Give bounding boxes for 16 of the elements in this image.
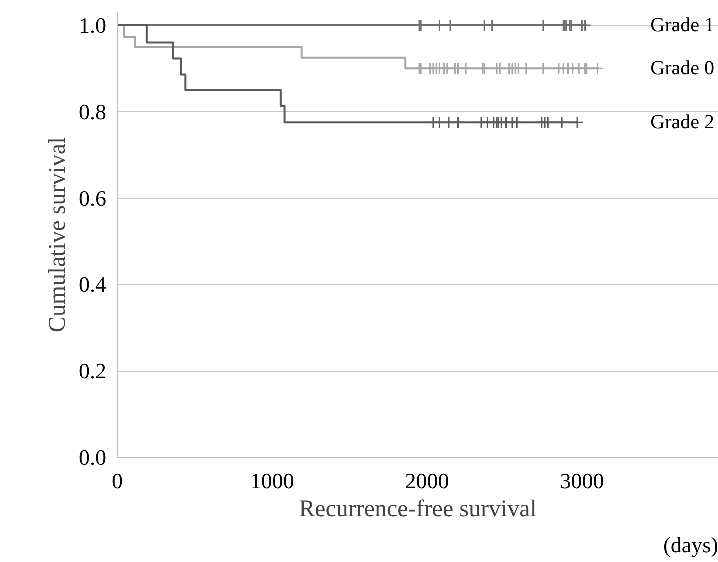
x-tick-label: 3000 (560, 468, 604, 494)
text: Grade 1 (650, 14, 714, 36)
text: Grade 0 (650, 58, 714, 80)
y-tick-label: 0.8 (79, 99, 106, 124)
x-tick-label: 2000 (405, 468, 450, 494)
y-tick-label: 0.6 (79, 186, 106, 211)
y-tick-label: 0.4 (79, 272, 106, 298)
x-tick-label: 0 (112, 468, 123, 494)
y-tick-label: 0.0 (79, 445, 106, 470)
text: Grade 2 (650, 112, 714, 134)
x-tick-label: 1000 (250, 468, 294, 494)
x-axis-title: Recurrence-free survival (299, 496, 538, 522)
y-axis-title: Cumulative survival (45, 137, 71, 333)
y-tick-label: 1.0 (79, 12, 106, 38)
text: (days) (664, 532, 718, 558)
y-tick-label: 0.2 (79, 358, 106, 384)
